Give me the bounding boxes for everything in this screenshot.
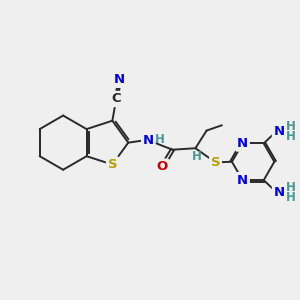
Text: H: H bbox=[155, 133, 165, 146]
Text: H: H bbox=[286, 130, 296, 142]
Text: S: S bbox=[107, 158, 117, 171]
Text: H: H bbox=[286, 119, 296, 133]
Text: O: O bbox=[157, 160, 168, 173]
Text: N: N bbox=[274, 124, 285, 138]
Text: C: C bbox=[111, 92, 121, 106]
Text: N: N bbox=[143, 134, 154, 147]
Text: S: S bbox=[211, 156, 220, 169]
Text: N: N bbox=[237, 137, 248, 150]
Text: N: N bbox=[274, 186, 285, 199]
Text: N: N bbox=[143, 134, 154, 147]
Text: N: N bbox=[274, 124, 285, 138]
Text: N: N bbox=[114, 73, 125, 86]
Text: S: S bbox=[211, 156, 220, 169]
Text: H: H bbox=[286, 181, 296, 194]
Text: O: O bbox=[157, 160, 168, 173]
Text: N: N bbox=[274, 186, 285, 199]
Text: S: S bbox=[107, 158, 117, 171]
Text: N: N bbox=[237, 174, 248, 187]
Text: N: N bbox=[237, 174, 248, 187]
Text: C: C bbox=[111, 92, 121, 106]
Text: H: H bbox=[286, 191, 296, 204]
Text: N: N bbox=[114, 73, 125, 86]
Text: N: N bbox=[237, 137, 248, 150]
Text: H: H bbox=[192, 150, 202, 163]
